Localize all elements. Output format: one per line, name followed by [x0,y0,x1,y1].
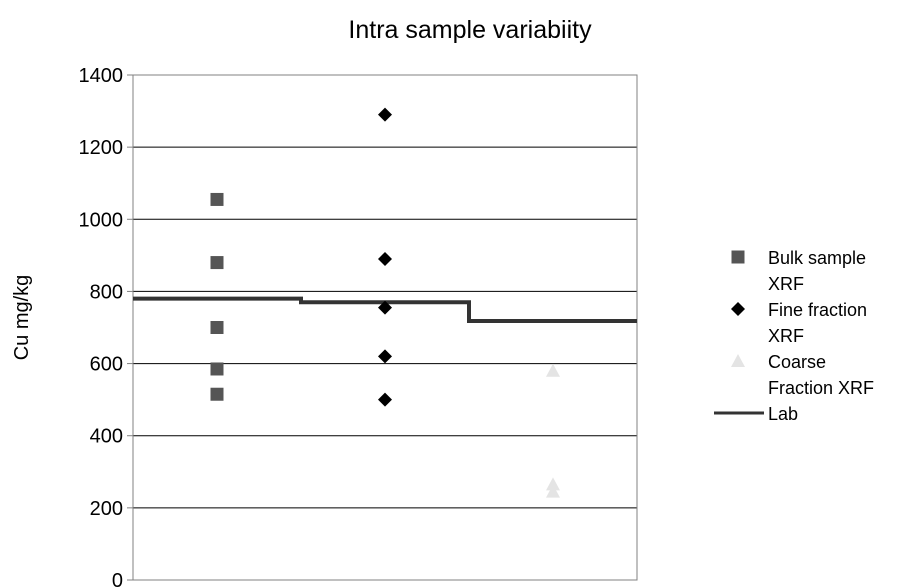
chart-title: Intra sample variabiity [348,16,592,44]
legend-marker [731,354,745,367]
y-tick-label: 600 [90,354,123,376]
plot-area [132,74,638,581]
gridlines [133,74,637,509]
y-tick-label: 800 [90,281,123,303]
data-point [210,256,224,270]
legend-label: Coarse [768,352,826,372]
data-point [546,477,560,491]
legend-label: XRF [768,326,804,346]
legend: Bulk sample XRF Fine fraction XRF Coarse Frac… [714,248,874,424]
y-tick-label: 400 [90,426,123,448]
legend-label: Bulk sample [768,248,866,268]
data-point [378,392,392,407]
data-point [210,192,224,206]
data-point [546,484,560,498]
legend-marker [731,302,745,316]
legend-marker [731,250,745,264]
data-point [546,363,560,377]
data-point [378,300,392,315]
legend-label: XRF [768,274,804,294]
legend-label: Fine fraction [768,300,867,320]
data-point [378,251,392,266]
legend-label: Fraction XRF [768,378,874,398]
y-tick-label: 1000 [79,209,124,231]
y-tick-label: 200 [90,498,123,520]
data-point [378,107,392,122]
y-axis-ticks: 0 200 400 600 800 1000 1200 1400 [79,65,133,587]
data-point [210,321,224,334]
y-tick-label: 1200 [79,137,124,159]
legend-label: Lab [768,404,798,424]
data-point [210,387,224,401]
y-tick-label: 1400 [79,65,124,87]
y-axis-label: Cu mg/kg [11,275,33,361]
data-point [210,362,224,376]
data-points [210,107,560,498]
y-tick-label: 0 [112,570,123,587]
data-point [378,349,392,364]
